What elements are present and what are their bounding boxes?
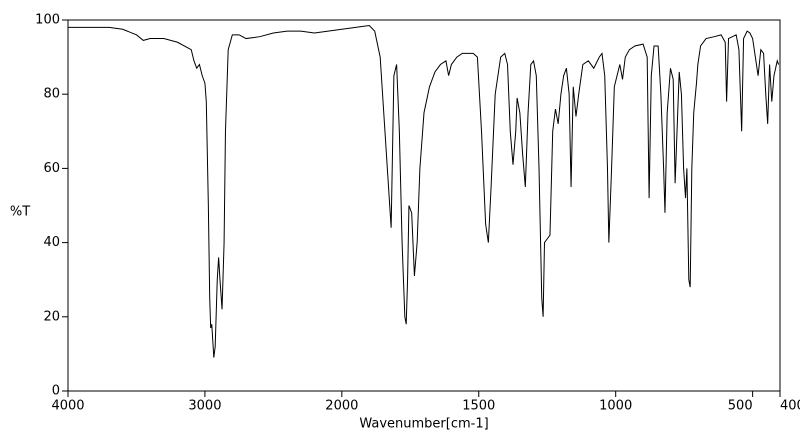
x-tick-label: 500 xyxy=(728,399,753,414)
x-tick-label: 1000 xyxy=(599,399,632,414)
x-tick-label: 400 xyxy=(780,399,800,414)
y-tick-label: 40 xyxy=(43,235,60,250)
y-tick-label: 0 xyxy=(52,384,60,399)
y-tick-label: 80 xyxy=(43,87,60,102)
y-axis-label: %T xyxy=(10,205,30,220)
y-tick-label: 20 xyxy=(43,309,60,324)
y-tick-label: 60 xyxy=(43,161,60,176)
x-axis-label: Wavenumber[cm-1] xyxy=(359,417,488,432)
plot-frame xyxy=(67,19,781,392)
y-tick-label: 100 xyxy=(35,13,60,28)
x-tick-label: 4000 xyxy=(51,399,84,414)
spectrum-line xyxy=(68,25,780,358)
x-tick-label: 3000 xyxy=(188,399,221,414)
x-tick-label: 2000 xyxy=(325,399,358,414)
x-tick-label: 1500 xyxy=(462,399,495,414)
